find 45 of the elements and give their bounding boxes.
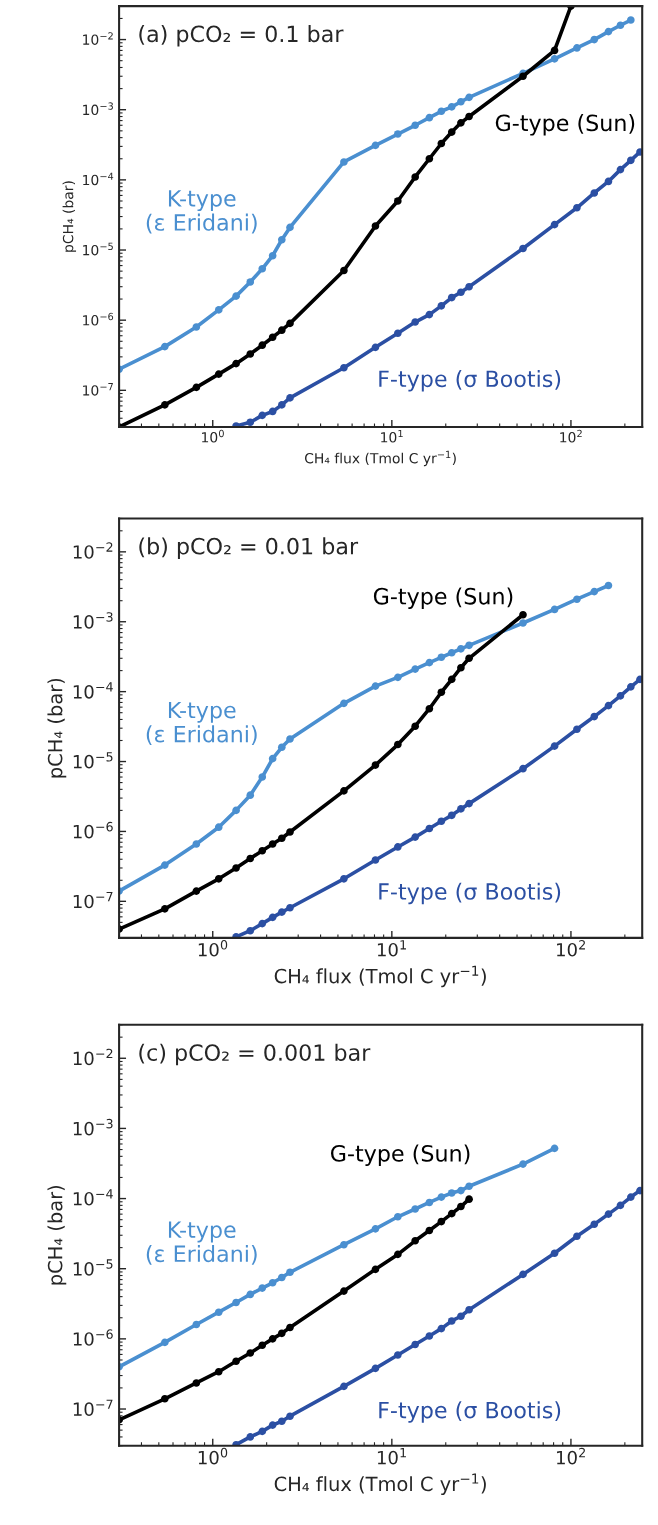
- x-tick-label: 10$^{2}$: [557, 940, 585, 957]
- x-tick-label: 10$^{1}$: [377, 1448, 406, 1465]
- text: (b) pCO₂ = 0.01 bar: [139, 537, 359, 559]
- x-tick-label: 10$^{2}$: [560, 429, 582, 443]
- y-tick-label: 10$^{−4}$: [83, 172, 114, 186]
- y-tick-label: 10$^{−2}$: [73, 542, 113, 559]
- x-tick-label: 10$^{0}$: [202, 429, 224, 443]
- x-tick-label: 10$^{0}$: [198, 1447, 228, 1465]
- y-tick-label: 10$^{−5}$: [83, 242, 113, 256]
- series-label: F-type (σ Bootis): [379, 369, 561, 392]
- y-tick-label: 10$^{−3}$: [73, 612, 113, 629]
- y-axis-title: pCH₄ (bar): [47, 1185, 67, 1285]
- text: (a) pCO₂ = 0.1 bar: [139, 25, 344, 47]
- series-label: K-type (ε Eridani): [146, 190, 257, 234]
- series-label: F-type (σ Bootis): [379, 1401, 561, 1423]
- series-label: G-type (Sun): [373, 587, 513, 609]
- y-tick-label: 10$^{−6}$: [83, 312, 114, 326]
- series-label: K-type (ε Eridani): [146, 1221, 257, 1265]
- y-tick-label: 10$^{−5}$: [73, 1259, 113, 1276]
- y-tick-label: 10$^{−6}$: [73, 1329, 113, 1346]
- y-tick-label: 10$^{−2}$: [73, 1048, 113, 1066]
- x-tick-label: 10$^{0}$: [198, 940, 228, 957]
- x-axis-title: CH₄ flux (Tmol C yr$^{−1}$): [304, 450, 456, 467]
- series-label: G-type (Sun): [495, 114, 635, 136]
- y-axis-title: pCH₄ (bar): [62, 181, 77, 252]
- series-label: G-type (Sun): [331, 1144, 470, 1167]
- y-tick-label: 10$^{−4}$: [73, 1189, 113, 1206]
- y-tick-label: 10$^{−2}$: [83, 32, 113, 45]
- y-tick-label: 10$^{−7}$: [73, 891, 113, 909]
- y-axis-title: pCH₄ (bar): [47, 678, 67, 778]
- x-tick-label: 10$^{1}$: [381, 429, 403, 443]
- x-axis-title: CH₄ flux (Tmol C yr$^{−1}$): [274, 965, 486, 988]
- y-tick-label: 10$^{−7}$: [83, 383, 113, 396]
- x-tick-label: 10$^{1}$: [377, 940, 406, 957]
- y-tick-label: 10$^{−6}$: [73, 821, 113, 839]
- series-label: F-type (σ Bootis): [379, 882, 561, 905]
- y-tick-label: 10$^{−3}$: [73, 1118, 113, 1136]
- x-tick-label: 10$^{2}$: [557, 1447, 585, 1465]
- series-label: K-type (ε Eridani): [146, 701, 257, 746]
- y-tick-label: 10$^{−5}$: [73, 752, 113, 769]
- x-axis-title: CH₄ flux (Tmol C yr$^{−1}$): [274, 1473, 486, 1495]
- y-tick-label: 10$^{−3}$: [83, 102, 113, 116]
- text: (c) pCO₂ = 0.001 bar: [139, 1043, 371, 1066]
- y-tick-label: 10$^{−7}$: [73, 1399, 113, 1417]
- y-tick-label: 10$^{−4}$: [73, 682, 113, 699]
